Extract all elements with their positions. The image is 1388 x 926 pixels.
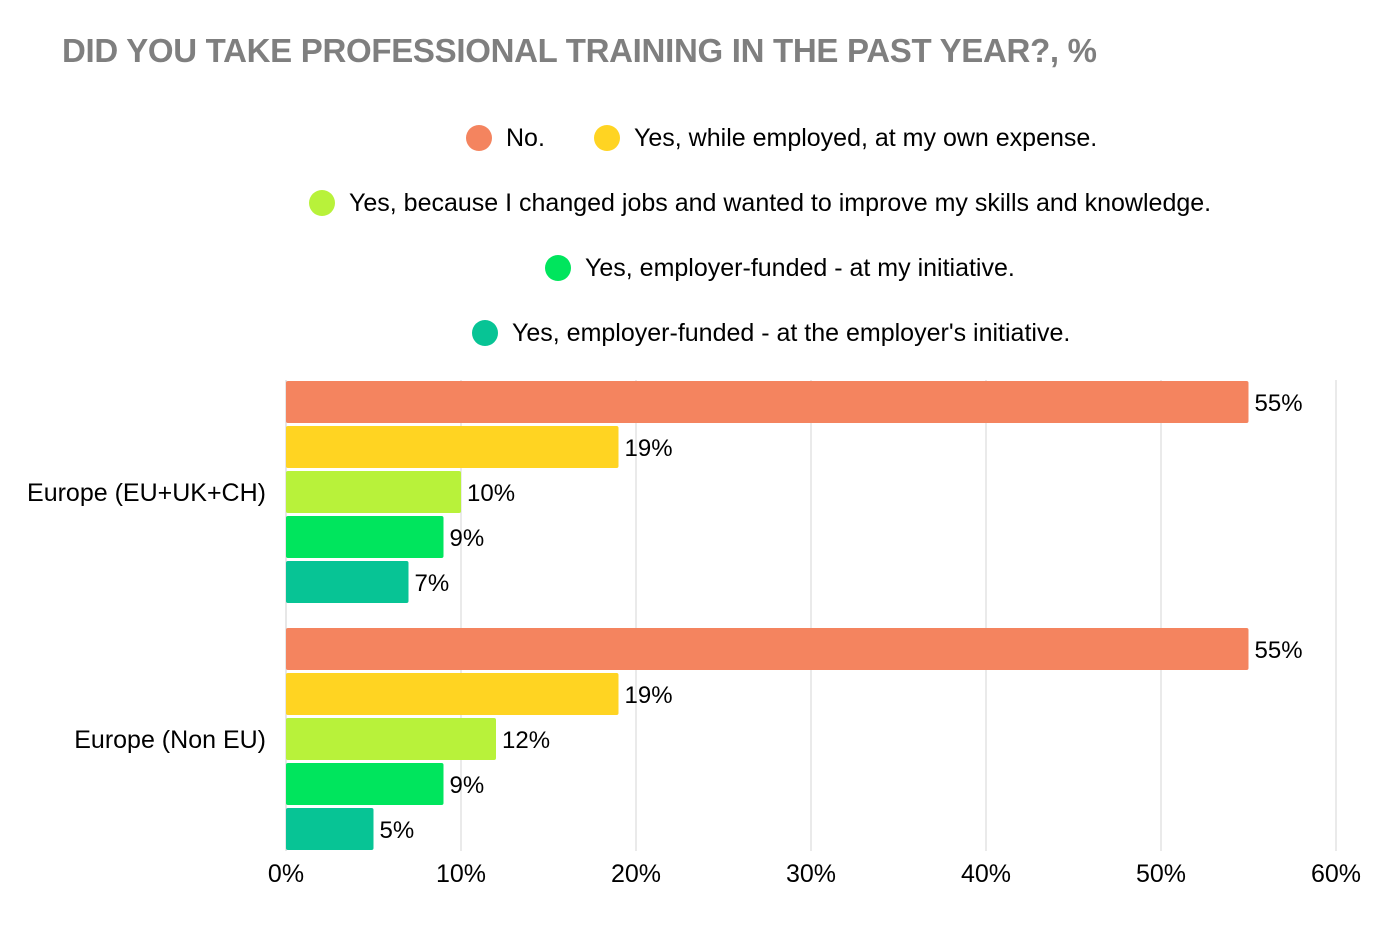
bar xyxy=(286,381,1249,423)
bar xyxy=(286,808,374,850)
legend-label-my-initiative: Yes, employer-funded - at my initiative. xyxy=(585,253,1015,282)
data-label: 7% xyxy=(415,570,450,597)
x-tick-label: 60% xyxy=(1311,860,1361,888)
bar xyxy=(286,516,444,558)
x-tick-label: 20% xyxy=(611,860,661,888)
bar xyxy=(286,673,619,715)
legend-swatch-own-expense xyxy=(594,125,620,151)
x-tick-label: 10% xyxy=(436,860,486,888)
data-label: 9% xyxy=(450,772,485,799)
x-tick-label: 50% xyxy=(1136,860,1186,888)
legend-swatch-employer-initiative xyxy=(472,320,498,346)
data-label: 5% xyxy=(380,817,415,844)
legend-item-changed-jobs: Yes, because I changed jobs and wanted t… xyxy=(309,183,1211,223)
x-tick-label: 30% xyxy=(786,860,836,888)
data-label: 55% xyxy=(1255,637,1303,664)
data-label: 19% xyxy=(625,682,673,709)
bar xyxy=(286,718,496,760)
x-tick-label: 0% xyxy=(268,860,304,888)
data-label: 55% xyxy=(1255,390,1303,417)
bar xyxy=(286,426,619,468)
legend-swatch-no xyxy=(466,125,492,151)
legend-label-no: No. xyxy=(506,123,545,152)
legend-swatch-changed-jobs xyxy=(309,190,335,216)
data-label: 10% xyxy=(467,480,515,507)
legend-item-own-expense: Yes, while employed, at my own expense. xyxy=(594,118,1097,158)
bar xyxy=(286,471,461,513)
data-label: 12% xyxy=(502,727,550,754)
legend-row-4: Yes, employer-funded - at the employer's… xyxy=(0,313,1388,353)
legend-row-1: No. Yes, while employed, at my own expen… xyxy=(0,118,1388,158)
legend-label-employer-initiative: Yes, employer-funded - at the employer's… xyxy=(512,318,1071,347)
legend-item-no: No. xyxy=(466,118,545,158)
bar xyxy=(286,561,409,603)
category-label: Europe (Non EU) xyxy=(74,726,266,754)
bar xyxy=(286,763,444,805)
data-label: 19% xyxy=(625,435,673,462)
legend-label-changed-jobs: Yes, because I changed jobs and wanted t… xyxy=(349,188,1212,217)
legend-label-own-expense: Yes, while employed, at my own expense. xyxy=(634,123,1098,152)
legend-swatch-my-initiative xyxy=(545,255,571,281)
legend-row-3: Yes, employer-funded - at my initiative. xyxy=(0,248,1388,288)
x-tick-label: 40% xyxy=(961,860,1011,888)
category-label: Europe (EU+UK+CH) xyxy=(27,479,266,507)
bar xyxy=(286,628,1249,670)
legend-row-2: Yes, because I changed jobs and wanted t… xyxy=(0,183,1388,223)
data-label: 9% xyxy=(450,525,485,552)
chart-title: DID YOU TAKE PROFESSIONAL TRAINING IN TH… xyxy=(62,32,1097,69)
legend-item-employer-initiative: Yes, employer-funded - at the employer's… xyxy=(472,313,1070,353)
legend-item-my-initiative: Yes, employer-funded - at my initiative. xyxy=(545,248,1015,288)
